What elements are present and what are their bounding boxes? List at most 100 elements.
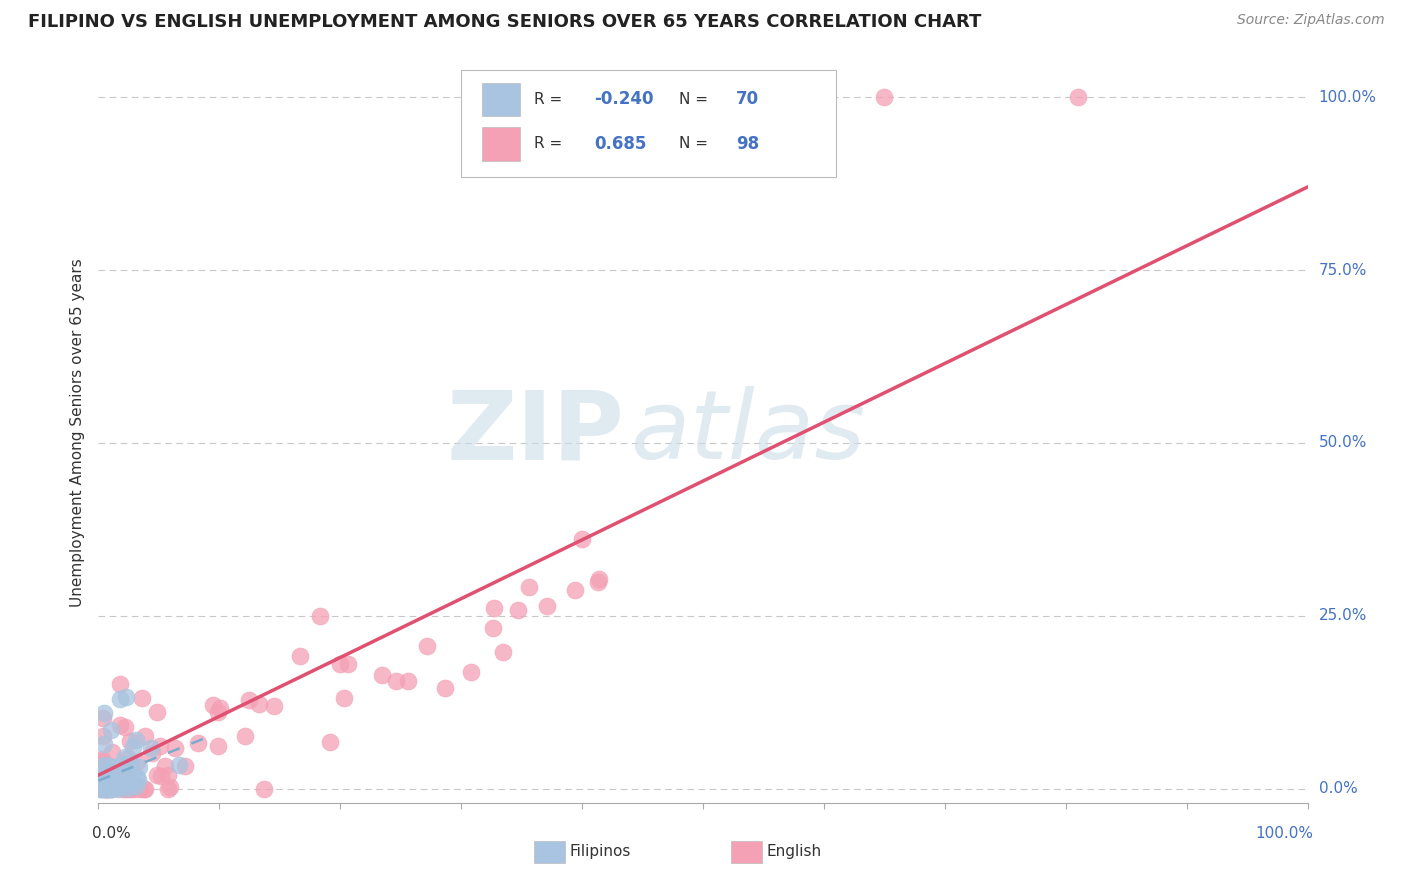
Point <box>564 582 586 597</box>
Point <box>87 781 110 796</box>
Point <box>90 758 112 772</box>
Point <box>187 736 209 750</box>
Point <box>89 774 111 789</box>
Point <box>460 665 482 679</box>
Point <box>108 718 131 732</box>
Point <box>94 760 117 774</box>
Point <box>396 674 419 689</box>
Point <box>263 699 285 714</box>
Point <box>110 777 132 791</box>
Point <box>114 690 136 704</box>
Point <box>98 772 121 786</box>
Point <box>91 777 114 791</box>
Point <box>96 780 118 794</box>
Point <box>588 572 610 586</box>
Text: 25.0%: 25.0% <box>1319 608 1367 624</box>
Point <box>97 781 120 796</box>
FancyBboxPatch shape <box>482 83 520 116</box>
Point <box>134 729 156 743</box>
Point <box>101 781 124 796</box>
Text: 98: 98 <box>735 135 759 153</box>
Point <box>100 723 122 738</box>
Point <box>173 759 195 773</box>
Point <box>416 639 439 653</box>
Point <box>111 781 134 796</box>
Point <box>90 778 112 792</box>
Text: 0.0%: 0.0% <box>93 827 131 841</box>
Point <box>96 781 118 796</box>
FancyBboxPatch shape <box>461 70 837 178</box>
Point <box>107 781 129 796</box>
Point <box>121 776 143 790</box>
Point <box>309 608 332 623</box>
Point <box>87 771 110 785</box>
Point <box>385 673 408 688</box>
Point <box>90 774 112 789</box>
Point <box>247 698 270 712</box>
Point <box>87 773 110 788</box>
Text: ZIP: ZIP <box>447 386 624 479</box>
Point <box>100 745 122 759</box>
Point <box>115 769 138 783</box>
Point <box>98 780 121 795</box>
Point <box>117 780 139 795</box>
Point <box>118 733 141 747</box>
Point <box>91 759 114 773</box>
Point <box>120 757 142 772</box>
Point <box>145 705 167 719</box>
Point <box>125 733 148 747</box>
Point <box>290 649 312 664</box>
Point <box>492 644 515 658</box>
Point <box>506 603 529 617</box>
Point <box>149 770 172 784</box>
Point <box>90 779 112 793</box>
Point <box>115 778 138 792</box>
Point <box>370 668 392 682</box>
Point <box>586 575 609 590</box>
Point <box>89 780 111 794</box>
Text: 70: 70 <box>735 90 759 109</box>
Point <box>90 781 112 796</box>
Point <box>117 751 139 765</box>
Point <box>104 780 127 794</box>
Text: atlas: atlas <box>630 386 866 479</box>
Point <box>101 768 124 782</box>
Point <box>482 621 505 635</box>
Point <box>484 600 506 615</box>
Point <box>517 580 540 594</box>
Point <box>89 775 111 789</box>
Text: 100.0%: 100.0% <box>1319 89 1376 104</box>
Point <box>101 764 124 779</box>
Text: 75.0%: 75.0% <box>1319 262 1367 277</box>
Point <box>127 773 149 788</box>
Point <box>104 764 127 779</box>
Point <box>90 766 112 780</box>
Text: R =: R = <box>534 92 567 107</box>
Point <box>153 758 176 772</box>
Point <box>118 781 141 796</box>
Point <box>100 780 122 794</box>
Point <box>139 741 162 756</box>
Point <box>112 775 135 789</box>
Point <box>114 769 136 783</box>
Point <box>98 781 121 796</box>
Point <box>90 779 112 793</box>
Text: English: English <box>766 845 821 859</box>
Point <box>89 754 111 768</box>
Point <box>90 776 112 790</box>
Point <box>127 755 149 769</box>
Point <box>89 781 111 796</box>
Point <box>89 775 111 789</box>
Point <box>149 739 172 753</box>
Point <box>114 781 136 796</box>
Point <box>141 746 163 760</box>
Point <box>128 759 150 773</box>
Point <box>253 781 276 796</box>
Point <box>103 778 125 792</box>
Point <box>97 781 120 796</box>
Text: 0.0%: 0.0% <box>1319 781 1357 797</box>
FancyBboxPatch shape <box>482 128 520 161</box>
Point <box>132 781 155 796</box>
Point <box>127 770 149 784</box>
Point <box>96 781 118 796</box>
